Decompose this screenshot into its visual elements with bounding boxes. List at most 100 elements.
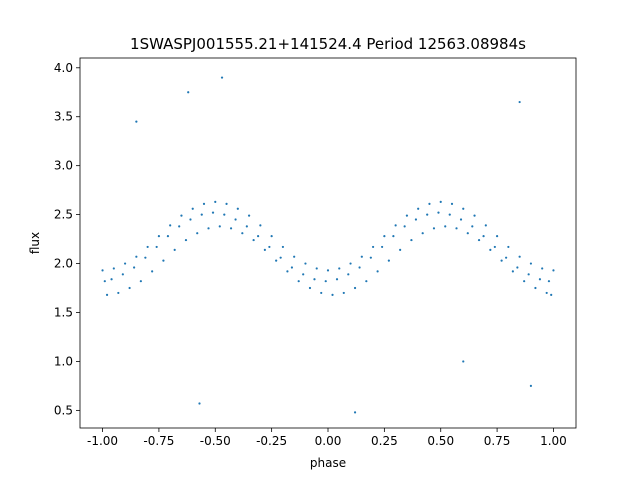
data-point — [135, 120, 138, 123]
y-tick-label: 1.5 — [54, 305, 73, 319]
data-point — [184, 238, 188, 242]
data-point — [180, 214, 183, 217]
data-point — [421, 232, 424, 235]
data-point — [541, 267, 544, 270]
data-point — [534, 286, 537, 290]
data-point — [405, 214, 409, 217]
data-point — [315, 267, 318, 270]
y-tick-label: 4.0 — [54, 61, 73, 75]
data-point — [471, 225, 474, 228]
data-point — [236, 207, 239, 210]
x-tick-label: -0.25 — [256, 434, 287, 448]
data-point — [286, 270, 289, 273]
data-point — [151, 270, 154, 273]
data-point — [157, 235, 161, 238]
data-point — [103, 280, 106, 283]
data-point — [121, 273, 124, 276]
data-point — [191, 207, 194, 210]
data-point — [392, 235, 395, 238]
data-point — [112, 267, 115, 270]
x-tick-label: 1.00 — [540, 434, 567, 448]
data-point — [268, 245, 271, 249]
data-point — [297, 280, 300, 283]
data-points — [101, 76, 555, 414]
data-point — [166, 235, 170, 238]
data-point — [225, 202, 228, 205]
data-point — [455, 227, 458, 230]
data-point — [200, 213, 203, 216]
x-tick-label: 0.25 — [371, 434, 398, 448]
data-point — [338, 267, 341, 270]
data-point — [211, 211, 215, 214]
y-axis: 0.5 1.0 1.5 2.0 2.5 3.0 3.5 4.0 — [54, 61, 80, 417]
data-point — [133, 266, 136, 269]
data-point — [275, 259, 278, 262]
data-point — [270, 235, 273, 238]
data-point — [252, 238, 255, 242]
data-point — [550, 293, 553, 296]
data-point — [444, 225, 447, 228]
data-point — [187, 91, 190, 94]
data-point — [410, 238, 413, 242]
data-point — [302, 273, 305, 276]
data-point — [399, 248, 402, 251]
data-point — [376, 270, 379, 273]
data-point — [462, 207, 465, 210]
data-point — [529, 384, 533, 388]
y-axis-label: flux — [28, 232, 42, 254]
data-point — [369, 256, 372, 259]
data-point — [417, 207, 420, 210]
data-point — [495, 235, 499, 238]
data-point — [335, 278, 339, 281]
data-point — [101, 269, 104, 272]
data-point — [511, 270, 514, 273]
data-point — [304, 262, 307, 265]
y-tick-label: 1.0 — [54, 354, 73, 368]
data-point — [218, 225, 221, 228]
data-point — [139, 280, 142, 283]
data-point — [146, 245, 149, 249]
data-point — [326, 269, 330, 272]
data-point — [313, 278, 316, 281]
data-point — [241, 232, 244, 235]
data-point — [324, 280, 327, 283]
data-point — [110, 278, 113, 281]
data-point — [387, 259, 390, 262]
data-point — [360, 255, 363, 258]
data-point — [507, 245, 510, 249]
data-point — [462, 360, 465, 363]
data-point — [202, 202, 206, 205]
data-point — [459, 218, 463, 221]
data-point — [198, 402, 201, 405]
data-point — [353, 286, 357, 290]
data-point — [128, 286, 131, 290]
data-point — [482, 235, 485, 238]
data-point — [505, 256, 508, 259]
data-point — [527, 273, 530, 276]
data-point — [547, 280, 551, 283]
data-point — [439, 200, 442, 203]
data-point — [263, 248, 266, 251]
data-point — [144, 256, 147, 259]
data-point — [279, 256, 282, 259]
data-point — [383, 235, 386, 238]
x-tick-label: 0.75 — [484, 434, 511, 448]
data-point — [135, 255, 138, 258]
data-point — [529, 262, 533, 265]
x-tick-label: -0.50 — [200, 434, 231, 448]
data-point — [365, 280, 368, 283]
x-tick-label: 0.00 — [315, 434, 342, 448]
data-point — [207, 227, 210, 230]
data-point — [196, 232, 199, 235]
data-point — [320, 291, 323, 295]
data-point — [473, 214, 476, 217]
data-point — [234, 218, 237, 221]
data-point — [493, 245, 496, 249]
data-point — [342, 291, 345, 295]
data-point — [178, 225, 181, 228]
data-point — [414, 218, 418, 221]
data-point — [381, 245, 384, 249]
x-axis-label: phase — [310, 456, 346, 470]
data-point — [516, 266, 519, 269]
